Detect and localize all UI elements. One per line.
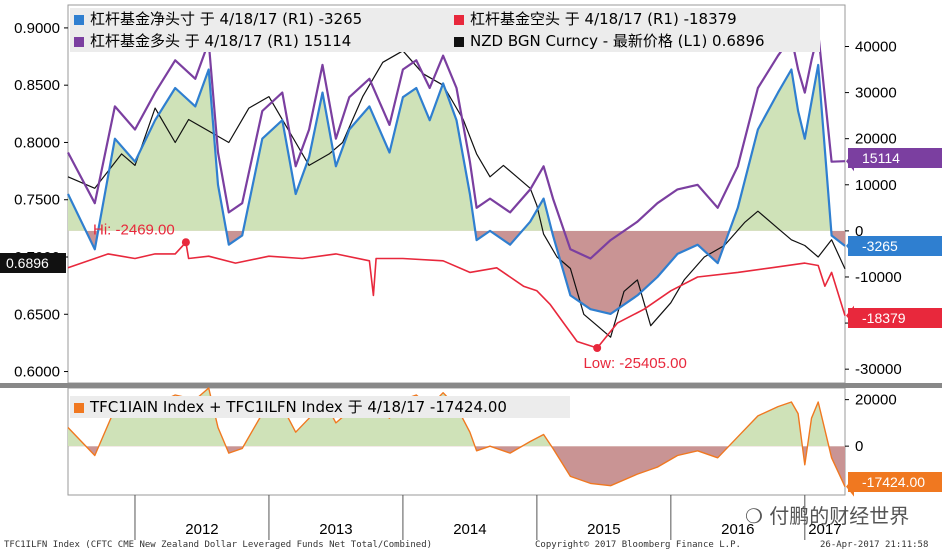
series-line-nzd-price xyxy=(67,50,846,338)
series-line-combined xyxy=(67,387,846,487)
left-axis-label: 0.7500 xyxy=(14,192,60,209)
x-tick-label: 2014 xyxy=(453,521,486,538)
right-axis-label: -10000 xyxy=(855,269,902,286)
legend-swatch xyxy=(74,37,84,47)
last-value-tag-nzd: 0.6896 xyxy=(0,253,66,273)
right-axis-label: 20000 xyxy=(855,131,897,148)
last-value-tag-long: 15114 xyxy=(848,148,942,168)
upper-legend: 杠杆基金净头寸 于 4/18/17 (R1) -3265 杠杆基金空头 于 4/1… xyxy=(70,8,820,52)
last-value-tag-combined: -17424.00 xyxy=(848,472,942,492)
x-tick-label: 2012 xyxy=(185,521,218,538)
left-axis-label: 0.6500 xyxy=(14,306,60,323)
legend-item-nzd-price: NZD BGN Curncy - 最新价格 (L1) 0.6896 xyxy=(450,30,765,52)
combined-fill-negative xyxy=(68,446,845,487)
annotation-point xyxy=(181,238,190,247)
right-axis-label: 10000 xyxy=(855,177,897,194)
footer-timestamp: 26-Apr-2017 21:11:58 xyxy=(820,540,929,550)
left-axis-label: 0.9000 xyxy=(14,20,60,37)
x-tick-label: 2015 xyxy=(587,521,620,538)
lower-right-axis-label: 20000 xyxy=(855,392,897,409)
legend-item-short: 杠杆基金空头 于 4/18/17 (R1) -18379 xyxy=(450,8,737,30)
right-axis-label: 0 xyxy=(855,223,863,240)
series-line-short xyxy=(67,241,846,349)
legend-swatch xyxy=(454,37,464,47)
panel-divider xyxy=(0,383,942,388)
annotation-label: Hi: -2469.00 xyxy=(93,221,175,238)
annotation-label: Low: -25405.00 xyxy=(583,355,686,372)
legend-swatch xyxy=(74,403,84,413)
net-position-fill-positive xyxy=(68,64,832,231)
last-value-tag-net: -3265 xyxy=(848,236,942,256)
left-axis-label: 0.6000 xyxy=(14,364,60,381)
chat-icon: ❍ xyxy=(745,504,763,528)
net-position-fill-negative xyxy=(68,230,845,314)
series-line-net-position xyxy=(67,63,846,315)
lower-right-axis-label: 0 xyxy=(855,438,863,455)
footer-source: TFC1ILFN Index (CFTC CME New Zealand Dol… xyxy=(4,540,433,550)
right-axis-label: 30000 xyxy=(855,85,897,102)
lower-legend: TFC1IAIN Index + TFC1ILFN Index 于 4/18/1… xyxy=(70,396,570,418)
footer-copyright: Copyright© 2017 Bloomberg Finance L.P. xyxy=(535,540,741,550)
legend-item-long: 杠杆基金多头 于 4/18/17 (R1) 15114 xyxy=(70,30,450,52)
x-tick-label: 2017 xyxy=(808,521,841,538)
x-tick-label: 2013 xyxy=(319,521,352,538)
right-axis-label: -30000 xyxy=(855,361,902,378)
left-axis-label: 0.8000 xyxy=(14,134,60,151)
annotation-point xyxy=(593,343,602,352)
left-axis-label: 0.8500 xyxy=(14,77,60,94)
legend-swatch xyxy=(74,15,84,25)
legend-item-net-position: 杠杆基金净头寸 于 4/18/17 (R1) -3265 xyxy=(70,8,450,30)
x-tick-label: 2016 xyxy=(721,521,754,538)
right-axis-label: 40000 xyxy=(855,38,897,55)
series-line-long xyxy=(67,31,846,260)
legend-swatch xyxy=(454,15,464,25)
last-value-tag-short: -18379 xyxy=(848,308,942,328)
watermark: ❍ 付鹏的财经世界 xyxy=(745,504,910,528)
